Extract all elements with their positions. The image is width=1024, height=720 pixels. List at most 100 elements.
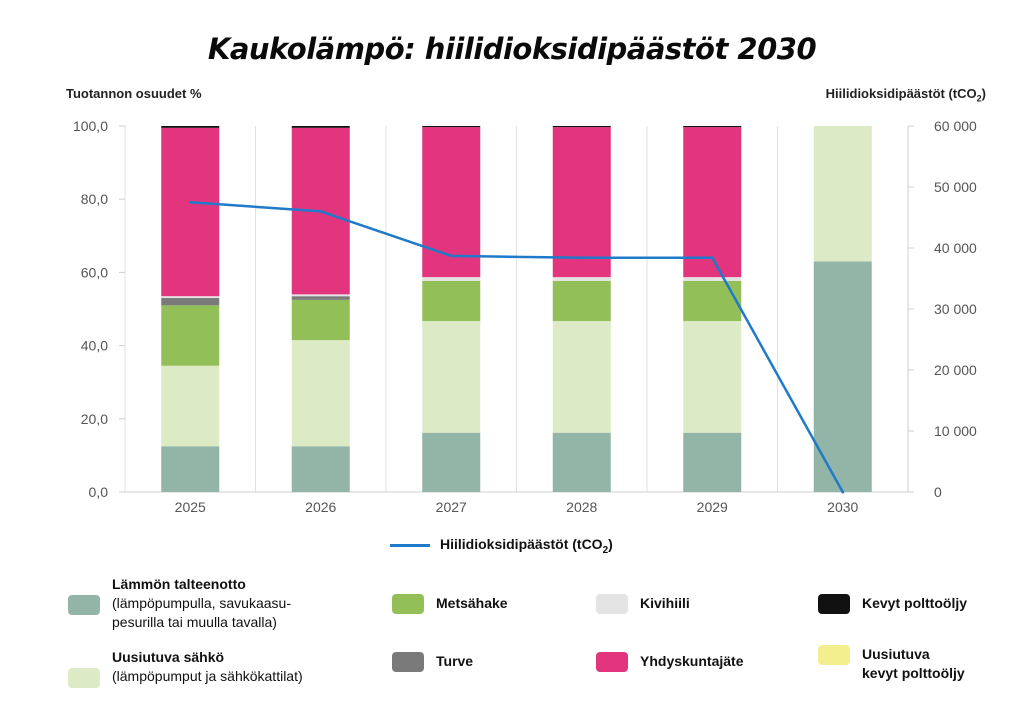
- legend-swatch: [818, 645, 850, 665]
- legend-swatch: [818, 594, 850, 614]
- legend-swatch: [68, 595, 100, 615]
- line-legend-sub: 2: [602, 544, 609, 556]
- legend-label: Lämmön talteenotto (lämpöpumpulla, savuka…: [112, 575, 291, 632]
- bar-segment-kivihiili: [161, 296, 220, 299]
- y-left-tick-label: 80,0: [81, 191, 108, 207]
- bar-segment-lämmön-talteenotto: [813, 261, 872, 492]
- bar-segment-yhdyskuntajäte: [683, 127, 742, 278]
- y-right-tick-label: 30 000: [934, 301, 977, 317]
- emissions-line: [190, 201, 844, 493]
- legend-label: Kivihiili: [640, 594, 690, 613]
- x-tick-label: 2026: [305, 499, 336, 515]
- bar-segment-metsähake: [291, 299, 350, 341]
- legend-description: (lämpöpumpulla, savukaasu- pesurilla tai…: [112, 595, 291, 630]
- line-legend-label: Hiilidioksidipäästöt (tCO2): [440, 536, 613, 556]
- legend-name: Yhdyskuntajäte: [640, 653, 744, 669]
- legend-label: Uusiutuva kevyt polttoöljy: [862, 645, 965, 683]
- bar-segment-kivihiili: [291, 294, 350, 297]
- chart-title: Kaukolämpö: hiilidioksidipäästöt 2030: [207, 32, 817, 66]
- legend-label: Yhdyskuntajäte: [640, 652, 743, 671]
- legend-item: Uusiutuva kevyt polttoöljy: [818, 645, 965, 683]
- bar-segment-yhdyskuntajäte: [161, 127, 220, 297]
- right-axis-title-sub: 2: [976, 93, 982, 104]
- legend-name: Kivihiili: [640, 595, 690, 611]
- legend-name: Turve: [436, 653, 474, 669]
- bar-segment-uusiutuva-sähkö: [552, 321, 611, 433]
- legend-name: Metsähake: [436, 595, 508, 611]
- bar-segment-kivihiili: [552, 277, 611, 281]
- legend-item: Uusiutuva sähkö (lämpöpumput ja sähkökatt…: [68, 648, 303, 688]
- bar-segment-kevyt-polttoöljy: [291, 126, 350, 128]
- emissions-point: [449, 254, 453, 258]
- y-left-tick-label: 100,0: [73, 118, 108, 134]
- legend-item: Turve: [392, 652, 473, 672]
- emissions-point: [710, 256, 714, 260]
- bar-segment-kevyt-polttoöljy: [422, 126, 481, 128]
- right-axis-title-text: Hiilidioksidipäästöt (tCO: [825, 86, 977, 101]
- line-legend-text: Hiilidioksidipäästöt (tCO: [440, 536, 603, 552]
- legend-swatch: [596, 652, 628, 672]
- y-right-tick-label: 60 000: [934, 118, 977, 134]
- x-tick-label: 2029: [697, 499, 728, 515]
- legend-label: Metsähake: [436, 594, 508, 613]
- right-axis-title: Hiilidioksidipäästöt (tCO2): [826, 86, 986, 104]
- bar-segment-kevyt-polttoöljy: [683, 126, 742, 128]
- legend-name: Uusiutuva sähkö: [112, 649, 225, 665]
- legend-item: Metsähake: [392, 594, 508, 614]
- emissions-point: [841, 490, 845, 494]
- legend-item: Lämmön talteenotto (lämpöpumpulla, savuka…: [68, 575, 291, 632]
- y-right-tick-label: 40 000: [934, 240, 977, 256]
- x-tick-label: 2025: [175, 499, 206, 515]
- emissions-point: [580, 256, 584, 260]
- bar-segment-uusiutuva-sähkö: [291, 340, 350, 447]
- bar-segment-kevyt-polttoöljy: [161, 126, 220, 128]
- bar-segment-metsähake: [422, 280, 481, 322]
- y-right-tick-label: 50 000: [934, 179, 977, 195]
- legend-name: Uusiutuva kevyt polttoöljy: [862, 646, 965, 681]
- bar-segment-lämmön-talteenotto: [552, 432, 611, 492]
- y-left-tick-label: 0,0: [89, 484, 109, 500]
- legend-swatch: [392, 652, 424, 672]
- y-right-tick-label: 0: [934, 484, 942, 500]
- bar-segment-lämmön-talteenotto: [422, 432, 481, 492]
- emissions-point: [188, 200, 192, 204]
- line-legend-tail: ): [608, 536, 613, 552]
- bar-segment-metsähake: [552, 280, 611, 322]
- bar-segment-lämmön-talteenotto: [291, 446, 350, 492]
- x-tick-label: 2030: [827, 499, 858, 515]
- bar-segment-uusiutuva-sähkö: [422, 321, 481, 433]
- bar-segment-lämmön-talteenotto: [683, 432, 742, 492]
- legend-label: Uusiutuva sähkö (lämpöpumput ja sähkökatt…: [112, 648, 303, 686]
- legend-name: Lämmön talteenotto: [112, 576, 246, 592]
- legend-swatch: [596, 594, 628, 614]
- bar-segment-turve: [291, 296, 350, 300]
- y-left-tick-label: 20,0: [81, 411, 108, 427]
- bar-segment-yhdyskuntajäte: [422, 127, 481, 278]
- bar-segment-metsähake: [683, 280, 742, 322]
- bar-segment-lämmön-talteenotto: [161, 446, 220, 492]
- x-tick-label: 2027: [436, 499, 467, 515]
- right-axis-title-tail: ): [981, 86, 986, 101]
- legend-swatch: [392, 594, 424, 614]
- line-legend-swatch: [390, 544, 430, 548]
- left-axis-title: Tuotannon osuudet %: [66, 86, 202, 101]
- y-right-tick-label: 20 000: [934, 362, 977, 378]
- y-left-tick-label: 60,0: [81, 264, 108, 280]
- legend-item: Kivihiili: [596, 594, 690, 614]
- legend-item: Yhdyskuntajäte: [596, 652, 743, 672]
- legend-name: Kevyt polttoöljy: [862, 595, 968, 611]
- legend-item: Kevyt polttoöljy: [818, 594, 967, 614]
- bar-segment-uusiutuva-sähkö: [161, 365, 220, 447]
- bar-segment-kivihiili: [683, 277, 742, 281]
- legend-label: Kevyt polttoöljy: [862, 594, 967, 613]
- bar-segment-kevyt-polttoöljy: [552, 126, 611, 128]
- bar-segment-yhdyskuntajäte: [552, 127, 611, 278]
- legend-label: Turve: [436, 652, 473, 671]
- y-right-tick-label: 10 000: [934, 423, 977, 439]
- y-left-tick-label: 40,0: [81, 338, 108, 354]
- bar-segment-turve: [161, 298, 220, 306]
- legend-swatch: [68, 668, 100, 688]
- line-legend: Hiilidioksidipäästöt (tCO2): [390, 536, 613, 556]
- bar-segment-kivihiili: [422, 277, 481, 281]
